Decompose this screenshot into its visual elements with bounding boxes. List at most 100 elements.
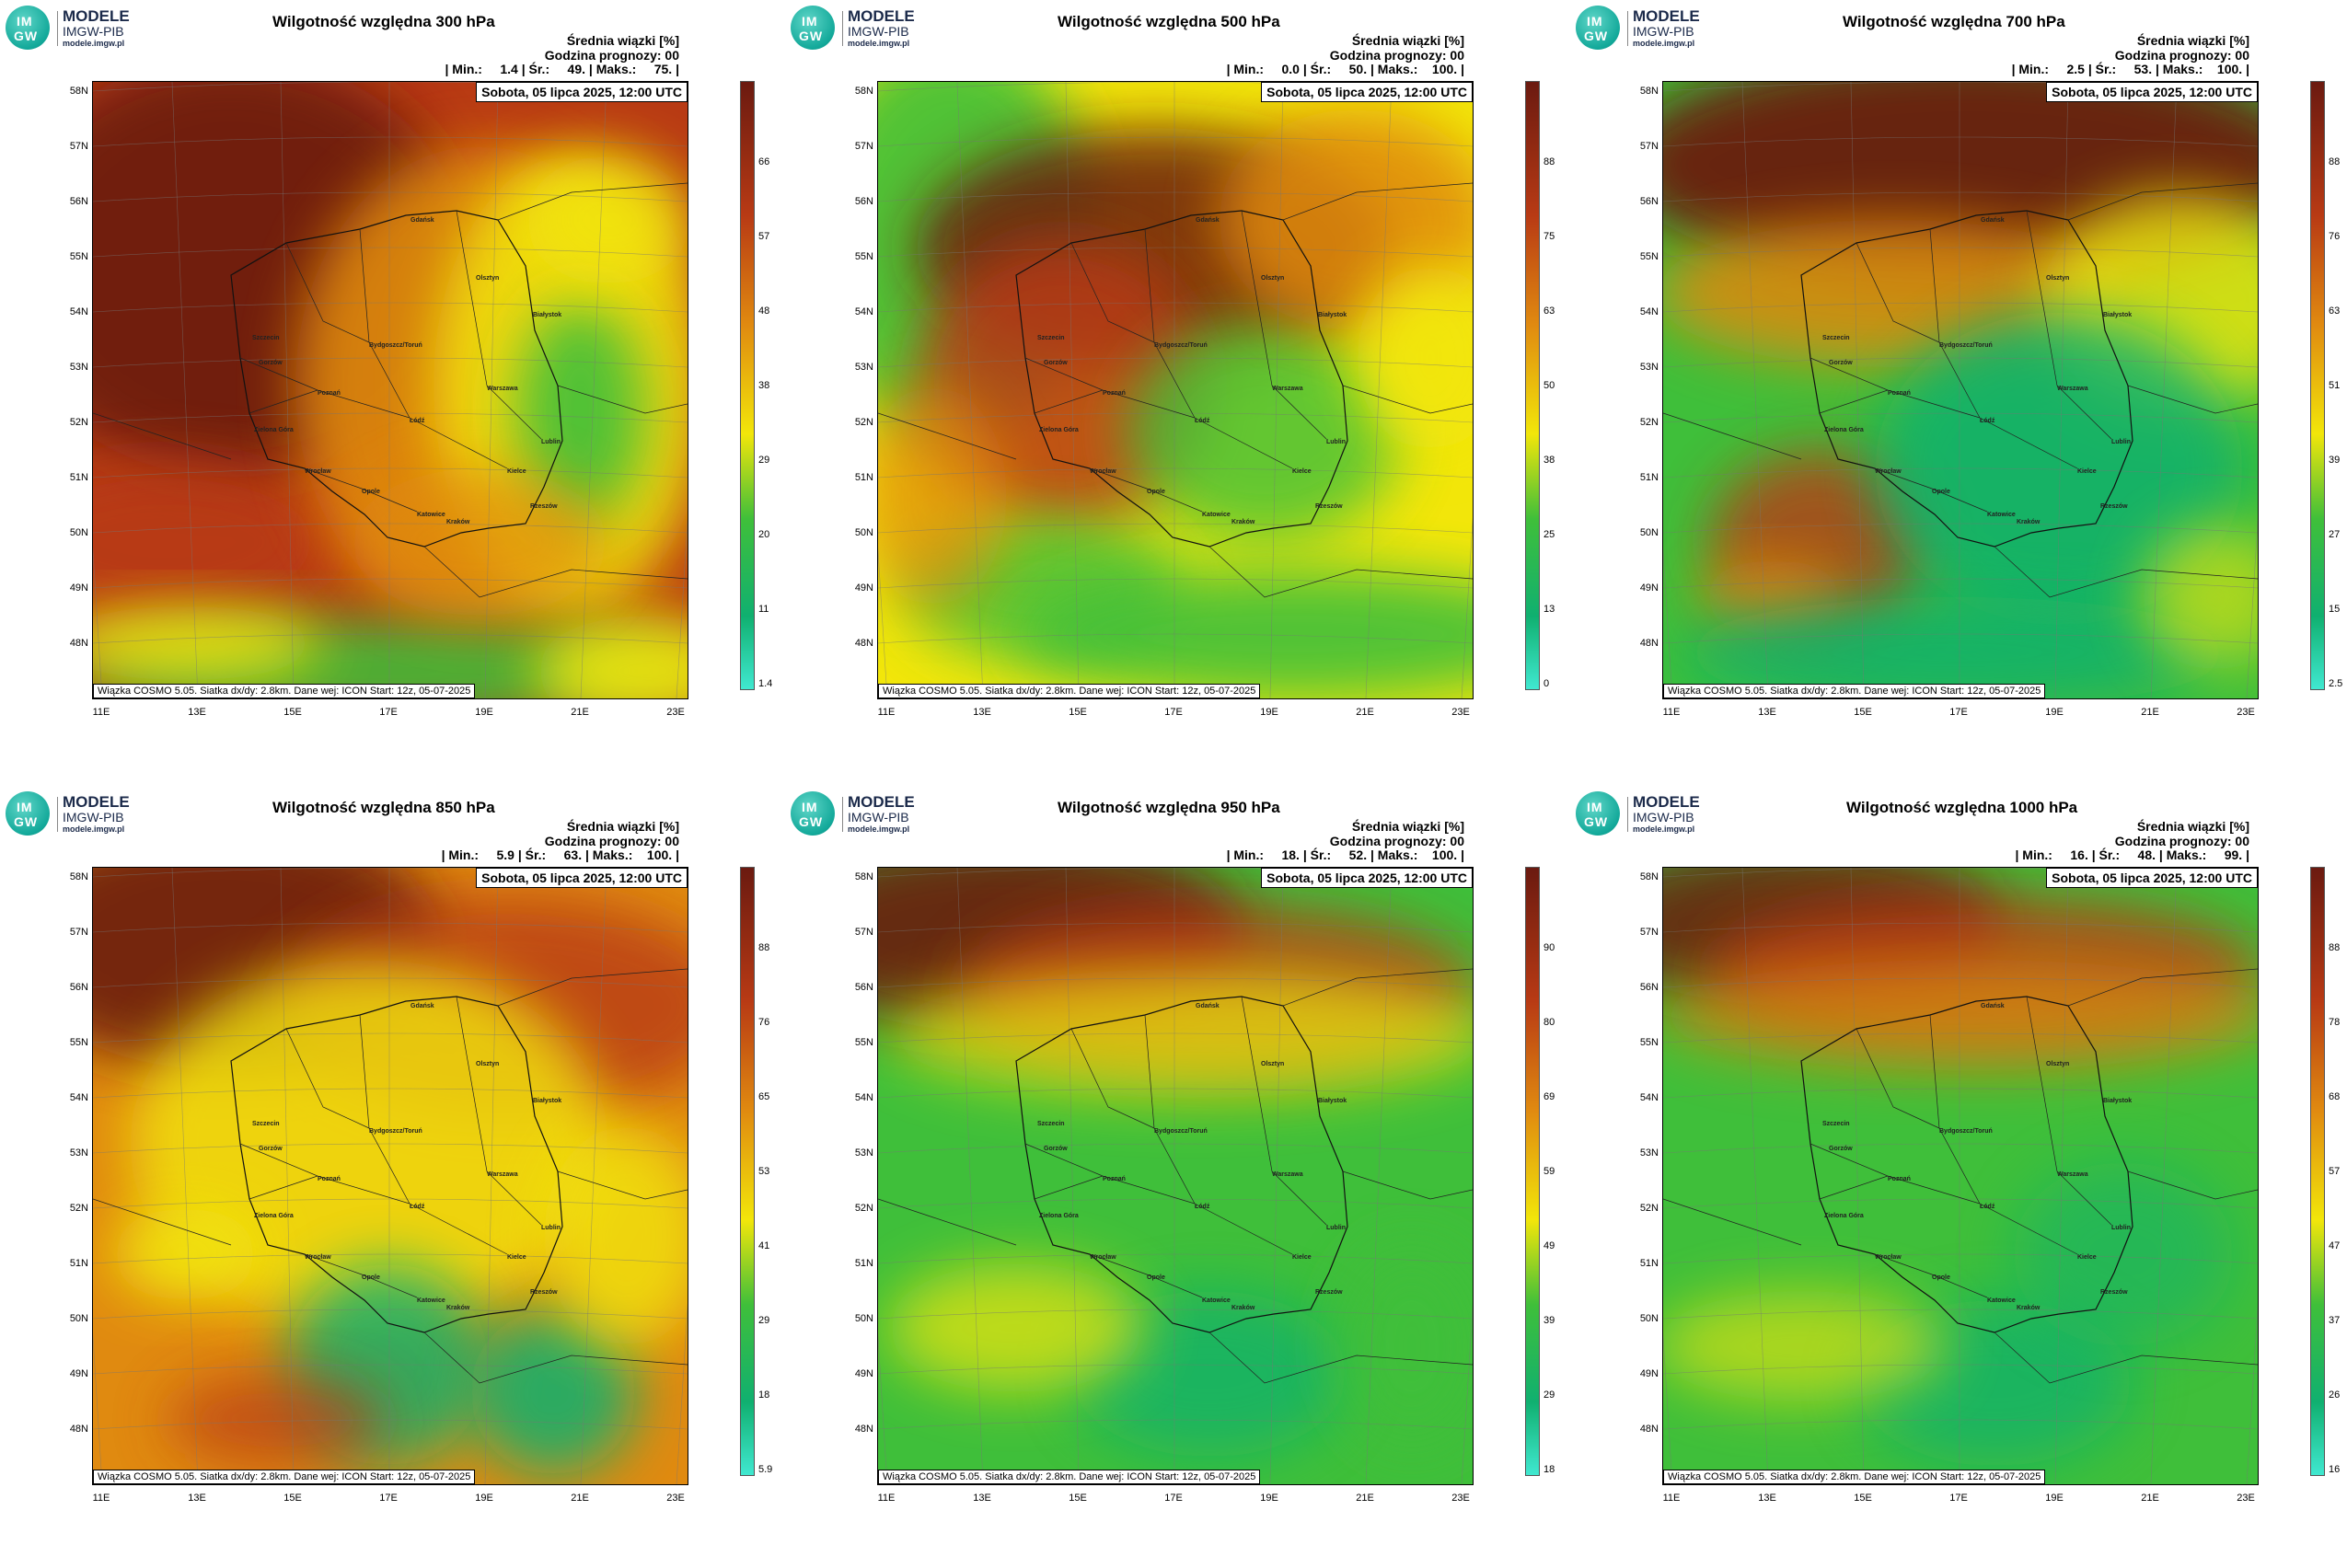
color-scale-tick: 18: [1543, 1464, 1555, 1475]
forecast-panel: IM GW MODELE IMGW-PIB modele.imgw.pl Wil…: [0, 786, 782, 1568]
poland-border: [1800, 996, 2133, 1333]
brand-url: modele.imgw.pl: [63, 824, 125, 834]
color-scale-tick: 38: [758, 380, 770, 391]
city-label: Olsztyn: [2046, 275, 2070, 282]
color-scale-tick: 37: [2329, 1315, 2341, 1326]
city-label: Bydgoszcz/Toruń: [369, 342, 422, 349]
latitude-label: 49N: [854, 1368, 873, 1379]
latitude-label: 53N: [1639, 1147, 1659, 1159]
humidity-map[interactable]: Sobota, 05 lipca 2025, 12:00 UTC Wiązka …: [877, 81, 1474, 699]
brand-name: MODELE: [63, 793, 130, 811]
humidity-map[interactable]: Sobota, 05 lipca 2025, 12:00 UTC Wiązka …: [877, 867, 1474, 1485]
humidity-map[interactable]: Sobota, 05 lipca 2025, 12:00 UTC Wiązka …: [1662, 81, 2259, 699]
color-scale: [2310, 867, 2325, 1476]
latitude-label: 52N: [69, 417, 88, 428]
color-scale-tick: 29: [758, 1315, 770, 1326]
color-scale-tick: 69: [1543, 1091, 1555, 1102]
latitude-label: 50N: [854, 527, 873, 538]
longitude-label: 15E: [1854, 707, 1872, 718]
city-label: Olsztyn: [2046, 1061, 2070, 1067]
color-scale-tick: 57: [2329, 1166, 2341, 1177]
city-label: Gorzów: [1044, 1146, 1068, 1152]
city-label: Poznań: [318, 1176, 341, 1182]
latitude-label: 49N: [69, 582, 88, 594]
color-scale-tick: 1.4: [758, 678, 773, 689]
longitude-label: 11E: [877, 1493, 896, 1504]
latitude-label: 54N: [1639, 1092, 1659, 1103]
panel-title: Wilgotność względna 500 hPa: [1058, 13, 1280, 30]
color-scale-tick: 80: [1543, 1017, 1555, 1028]
forecast-panel: IM GW MODELE IMGW-PIB modele.imgw.pl Wil…: [0, 0, 782, 782]
city-label: Warszawa: [2057, 1171, 2088, 1178]
longitude-label: 13E: [188, 1493, 206, 1504]
color-scale-tick: 29: [758, 455, 770, 466]
longitude-label: 23E: [1451, 1493, 1470, 1504]
brand-org: IMGW-PIB: [1633, 810, 1694, 824]
latitude-label: 49N: [1639, 1368, 1659, 1379]
latitude-label: 48N: [1639, 638, 1659, 649]
city-label: Kielce: [1292, 1254, 1312, 1261]
latitude-label: 53N: [854, 362, 873, 373]
city-label: Lublin: [1326, 1225, 1346, 1231]
color-scale-tick: 11: [758, 604, 769, 615]
longitude-label: 21E: [571, 707, 589, 718]
humidity-map[interactable]: Sobota, 05 lipca 2025, 12:00 UTC Wiązka …: [92, 867, 688, 1485]
city-label: Kraków: [446, 1305, 470, 1311]
latitude-label: 53N: [69, 1147, 88, 1159]
color-scale-tick: 88: [758, 942, 770, 953]
latitude-label: 50N: [69, 1313, 88, 1324]
imgw-logo-icon: [6, 6, 50, 50]
logo-text-bottom: GW: [14, 814, 39, 829]
logo-divider: [842, 797, 843, 832]
city-label: Wrocław: [1090, 1254, 1116, 1261]
humidity-field: [878, 868, 1473, 1484]
city-label: Łódź: [1195, 418, 1210, 424]
imgw-logo: IM GW MODELE IMGW-PIB modele.imgw.pl: [1576, 6, 1714, 50]
longitude-label: 23E: [666, 707, 685, 718]
city-label: Łódź: [410, 1204, 425, 1210]
color-scale-tick: 88: [2329, 942, 2341, 953]
longitude-label: 19E: [475, 1493, 493, 1504]
city-label: Gdańsk: [1981, 217, 2005, 224]
city-label: Katowice: [417, 512, 445, 518]
color-scale-tick: 16: [2329, 1464, 2341, 1475]
city-label: Warszawa: [1272, 1171, 1303, 1178]
stats-line: | Min.: 18. | Śr.: 52. | Maks.: 100. |: [1226, 847, 1464, 862]
city-label: Szczecin: [1037, 1121, 1065, 1127]
brand-name: MODELE: [63, 7, 130, 25]
color-scale-tick: 2.5: [2329, 678, 2343, 689]
forecast-panel: IM GW MODELE IMGW-PIB modele.imgw.pl Wil…: [785, 786, 1567, 1568]
imgw-logo-icon: [791, 791, 835, 836]
imgw-logo: IM GW MODELE IMGW-PIB modele.imgw.pl: [6, 791, 144, 836]
city-label: Łódź: [410, 418, 425, 424]
humidity-map[interactable]: Sobota, 05 lipca 2025, 12:00 UTC Wiązka …: [1662, 867, 2259, 1485]
logo-text-bottom: GW: [799, 29, 824, 43]
brand-org: IMGW-PIB: [1633, 24, 1694, 39]
latitude-label: 58N: [1639, 86, 1659, 97]
longitude-label: 17E: [1949, 1493, 1968, 1504]
color-scale-tick: 18: [758, 1389, 770, 1401]
latitude-label: 58N: [69, 871, 88, 882]
latitude-label: 49N: [69, 1368, 88, 1379]
color-scale-tick: 41: [758, 1240, 770, 1251]
city-label: Gdańsk: [1196, 217, 1220, 224]
longitude-label: 23E: [2237, 1493, 2255, 1504]
latitude-label: 52N: [1639, 417, 1659, 428]
color-scale: [1525, 81, 1540, 690]
city-label: Kraków: [1231, 1305, 1255, 1311]
humidity-map[interactable]: Sobota, 05 lipca 2025, 12:00 UTC Wiązka …: [92, 81, 688, 699]
logo-text-bottom: GW: [799, 814, 824, 829]
longitude-label: 17E: [1949, 707, 1968, 718]
city-label: Zielona Góra: [1039, 1213, 1079, 1219]
city-label: Rzeszów: [1315, 503, 1343, 510]
longitude-label: 11E: [877, 707, 896, 718]
city-label: Gdańsk: [1196, 1003, 1220, 1009]
city-label: Poznań: [1888, 1176, 1911, 1182]
latitude-label: 51N: [854, 1258, 873, 1269]
longitude-label: 23E: [1451, 707, 1470, 718]
city-label: Bydgoszcz/Toruń: [369, 1128, 422, 1135]
city-label: Lublin: [2111, 439, 2131, 445]
color-scale-tick: 26: [2329, 1389, 2341, 1401]
longitude-label: 15E: [283, 707, 302, 718]
city-label: Kraków: [446, 519, 470, 525]
